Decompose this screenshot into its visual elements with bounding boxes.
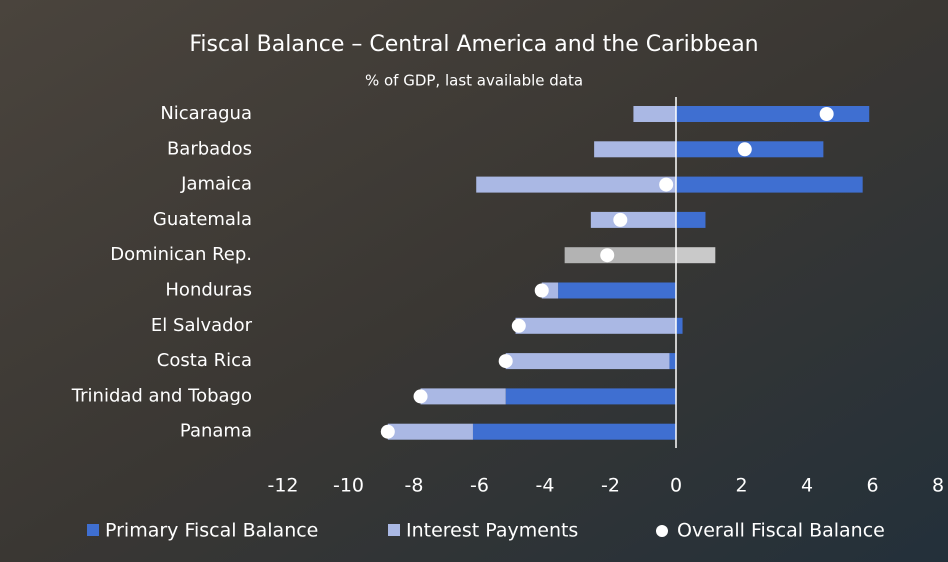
x-tick-label: -4 (536, 475, 555, 497)
dot (737, 142, 752, 157)
bar (472, 423, 676, 440)
x-tick-label: 2 (735, 475, 747, 497)
bar (676, 317, 683, 334)
dot (534, 283, 549, 298)
legend-label: Interest Payments (406, 520, 578, 542)
y-tick-label: Costa Rica (157, 350, 252, 371)
dot (600, 248, 615, 263)
bar (594, 141, 676, 158)
bar (676, 176, 863, 193)
y-tick-label: Dominican Rep. (110, 244, 252, 265)
legend-label: Overall Fiscal Balance (677, 520, 885, 542)
dot (380, 424, 395, 439)
y-tick-label: Jamaica (180, 174, 252, 195)
bar (558, 282, 676, 299)
legend-marker (388, 524, 400, 536)
bar (505, 353, 670, 370)
x-tick-label: -2 (601, 475, 620, 497)
bar (387, 423, 473, 440)
bar (676, 106, 870, 122)
bar (676, 247, 716, 264)
bar (669, 353, 676, 370)
dot (819, 107, 834, 121)
x-tick-label: 6 (866, 475, 878, 497)
x-tick-label: 8 (932, 475, 944, 497)
y-tick-label: Honduras (165, 280, 252, 301)
y-tick-label: Barbados (167, 138, 252, 159)
legend-marker (656, 525, 668, 537)
chart-subtitle: % of GDP, last available data (365, 72, 583, 90)
bar (476, 176, 676, 193)
bar (420, 388, 506, 405)
bar (633, 106, 676, 122)
legend-label: Primary Fiscal Balance (105, 520, 318, 542)
legend-marker (87, 524, 99, 536)
bar (564, 247, 676, 264)
bar (515, 317, 676, 334)
y-tick-label: Panama (180, 421, 252, 442)
y-tick-label: Nicaragua (160, 103, 252, 124)
dot (498, 354, 513, 369)
y-tick-label: Guatemala (153, 209, 252, 230)
bar (590, 211, 676, 228)
x-tick-label: 4 (801, 475, 813, 497)
dot (613, 212, 628, 227)
y-tick-label: El Salvador (151, 315, 253, 336)
bar (676, 211, 706, 228)
x-tick-label: -12 (267, 475, 298, 497)
x-tick-label: -6 (470, 475, 489, 497)
bar (505, 388, 676, 405)
dot (659, 177, 674, 192)
y-tick-label: Trinidad and Tobago (71, 385, 252, 406)
x-tick-label: 0 (670, 475, 682, 497)
dot (413, 389, 428, 404)
dot (511, 318, 526, 333)
chart-title: Fiscal Balance – Central America and the… (189, 32, 758, 57)
x-tick-label: -8 (405, 475, 424, 497)
x-tick-label: -10 (333, 475, 364, 497)
